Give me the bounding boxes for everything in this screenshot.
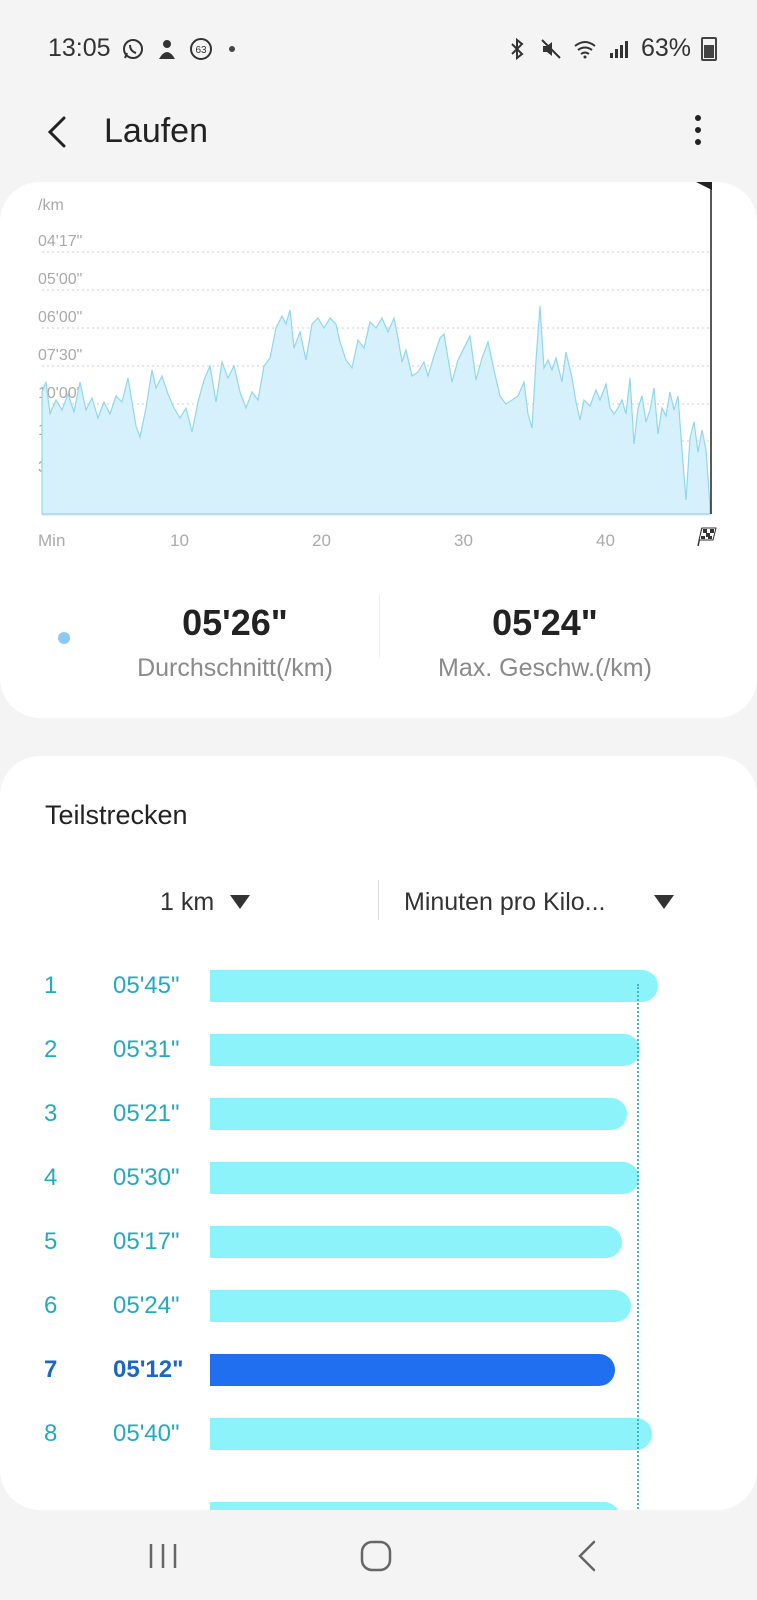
split-bar <box>210 1226 622 1258</box>
split-time: 05'31" <box>113 1036 180 1063</box>
chevron-down-icon <box>653 895 674 909</box>
x-tick-label: 20 <box>312 531 331 550</box>
split-time: 05'30" <box>113 1164 180 1191</box>
split-index: 3 <box>44 1100 58 1127</box>
home-button[interactable] <box>346 1534 406 1578</box>
page-title: Laufen <box>104 112 208 150</box>
split-index: 8 <box>44 1420 58 1447</box>
back-nav-button[interactable] <box>558 1534 618 1578</box>
chevron-down-icon <box>230 895 251 909</box>
x-tick-label: 30 <box>454 531 473 550</box>
status-bar: 13:05 63 <box>0 0 757 96</box>
pace-chart-card: /km 04'17"05'00"06'00"07'30"10'00"15'00"… <box>0 182 757 718</box>
average-pace-line <box>637 984 639 1510</box>
system-nav-bar <box>0 1510 757 1600</box>
person-badge-icon <box>158 39 175 59</box>
app-header: Laufen <box>0 96 757 176</box>
bluetooth-icon <box>511 37 524 60</box>
split-index: 7 <box>44 1356 58 1383</box>
split-index: 4 <box>44 1164 58 1191</box>
average-pace-value: 05'26" <box>182 602 288 643</box>
split-bar <box>210 1034 640 1066</box>
y-tick-label: 05'00" <box>38 271 82 288</box>
y-axis-unit: /km <box>38 197 64 214</box>
split-bar <box>210 1098 627 1130</box>
split-time: 05'21" <box>113 1100 180 1127</box>
split-row-2[interactable]: 2 05'31" <box>0 1030 757 1070</box>
max-speed-label: Max. Geschw.(/km) <box>438 654 652 682</box>
metric-dropdown[interactable]: Minuten pro Kilo... <box>404 874 674 930</box>
split-row-8[interactable]: 8 05'40" <box>0 1414 757 1454</box>
split-time: 05'45" <box>113 972 180 999</box>
more-options-button[interactable] <box>683 110 713 154</box>
status-right: 63% <box>505 34 717 63</box>
legend-dot <box>58 632 70 644</box>
max-speed: 05'24" Max. Geschw.(/km) <box>400 602 690 683</box>
split-row-1[interactable]: 1 05'45" <box>0 966 757 1006</box>
status-time: 13:05 <box>48 34 111 62</box>
split-row-7[interactable]: 7 05'12" <box>0 1350 757 1390</box>
battery-icon <box>701 36 717 61</box>
split-row-4[interactable]: 4 05'30" <box>0 1158 757 1198</box>
wifi-icon <box>574 40 596 58</box>
x-tick-label: 10 <box>170 531 189 550</box>
metric-dropdown-value: Minuten pro Kilo... <box>404 887 606 916</box>
y-tick-label: 04'17" <box>38 233 82 250</box>
split-bar <box>210 1162 639 1194</box>
dropdown-divider <box>378 880 379 920</box>
split-index: 1 <box>44 972 58 999</box>
split-bar <box>210 1354 615 1386</box>
split-index: 6 <box>44 1292 58 1319</box>
splits-card: Teilstrecken 1 km Minuten pro Kilo... 1 0… <box>0 756 757 1510</box>
pace-area <box>41 305 711 515</box>
distance-dropdown[interactable]: 1 km <box>160 874 251 930</box>
y-tick-label: 06'00" <box>38 309 82 326</box>
split-time: 05'12" <box>113 1356 184 1383</box>
max-speed-value: 05'24" <box>492 602 598 643</box>
split-index: 2 <box>44 1036 58 1063</box>
distance-dropdown-value: 1 km <box>160 887 215 916</box>
notification-count: 63 <box>195 45 207 56</box>
pace-summary: 05'26" Durchschnitt(/km) 05'24" Max. Ges… <box>0 582 757 702</box>
pace-area-path <box>41 305 711 515</box>
split-row-5[interactable]: 5 05'17" <box>0 1222 757 1262</box>
split-bar <box>210 1502 620 1510</box>
split-time: 05'17" <box>113 1228 180 1255</box>
signal-icon <box>609 40 628 58</box>
split-row-3[interactable]: 3 05'21" <box>0 1094 757 1134</box>
y-tick-label: 07'30" <box>38 347 82 364</box>
x-tick-label: 40 <box>596 531 615 550</box>
mute-icon <box>541 38 561 59</box>
recent-apps-button[interactable] <box>133 1534 193 1578</box>
split-bar <box>210 970 658 1002</box>
average-pace-label: Durchschnitt(/km) <box>137 654 333 682</box>
split-bar <box>210 1290 631 1322</box>
pace-chart: /km 04'17"05'00"06'00"07'30"10'00"15'00"… <box>38 182 717 550</box>
checkered-flag-icon <box>697 527 717 547</box>
more-notifications-dot <box>228 45 235 52</box>
split-time: 05'40" <box>113 1420 180 1447</box>
splits-title: Teilstrecken <box>45 800 188 830</box>
split-bar <box>210 1418 652 1450</box>
split-time: 05'24" <box>113 1292 180 1319</box>
average-pace: 05'26" Durchschnitt(/km) <box>95 602 375 683</box>
battery-percent: 63% <box>640 34 691 62</box>
status-left: 13:05 63 <box>48 34 235 63</box>
chart-cursor-handle[interactable] <box>696 182 712 190</box>
notification-count-icon: 63 <box>189 37 212 60</box>
back-button[interactable] <box>38 110 82 154</box>
x-axis-ticks: Min 10 20 30 40 <box>38 531 615 550</box>
split-row-partial <box>0 1498 757 1510</box>
x-tick-label: Min <box>38 531 65 550</box>
summary-divider <box>379 594 380 658</box>
whatsapp-icon <box>122 38 143 59</box>
split-index: 5 <box>44 1228 58 1255</box>
y-tick-label: 10'00" <box>38 385 82 402</box>
split-row-6[interactable]: 6 05'24" <box>0 1286 757 1326</box>
